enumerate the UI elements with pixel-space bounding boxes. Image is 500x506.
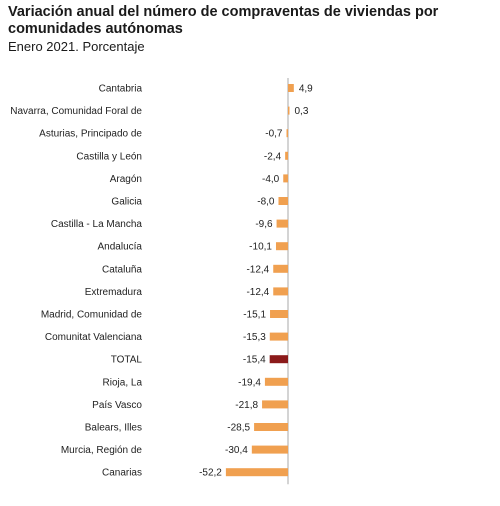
category-label: Navarra, Comunidad Foral de (10, 106, 142, 117)
bar-total (269, 355, 288, 364)
category-label: País Vasco (92, 400, 142, 411)
value-label: -21,8 (235, 400, 258, 411)
value-label: -12,4 (246, 264, 269, 275)
category-label: Madrid, Comunidad de (41, 310, 143, 321)
value-label: -52,2 (199, 468, 222, 479)
bar (278, 197, 288, 205)
category-label: Aragón (110, 174, 142, 185)
category-label: Murcia, Región de (61, 445, 143, 456)
value-label: -4,0 (262, 174, 280, 185)
category-label: Extremadura (85, 287, 143, 298)
value-label: -8,0 (257, 197, 275, 208)
value-label: -19,4 (238, 377, 261, 388)
bar (262, 400, 288, 409)
value-label: 0,3 (295, 106, 309, 117)
bar (251, 445, 288, 454)
value-label: -0,7 (265, 129, 283, 140)
value-label: -9,6 (255, 219, 273, 230)
category-label: Balears, Illes (85, 423, 142, 434)
value-label: -28,5 (227, 423, 250, 434)
category-label: Canarias (102, 468, 142, 479)
bar (269, 332, 288, 341)
bar (276, 219, 288, 228)
category-label: Rioja, La (103, 377, 143, 388)
bar (273, 287, 288, 296)
bar (254, 423, 288, 431)
category-label: Asturias, Principado de (39, 129, 142, 140)
value-label: 4,9 (299, 84, 313, 95)
category-label: Andalucía (98, 242, 143, 253)
bar (288, 106, 290, 115)
bar (288, 84, 294, 92)
category-label: Galicia (111, 197, 142, 208)
chart-title: Variación anual del número de compravent… (8, 4, 439, 37)
value-label: -15,4 (243, 355, 266, 366)
bar (273, 264, 288, 273)
category-label: TOTAL (111, 355, 143, 366)
bar (285, 151, 288, 160)
category-label: Castilla - La Mancha (51, 219, 143, 230)
bar (275, 242, 288, 251)
bar (283, 174, 288, 183)
bar (286, 129, 288, 138)
bar (264, 377, 288, 386)
bar (225, 468, 288, 477)
category-label: Cantabria (99, 84, 143, 95)
category-label: Comunitat Valenciana (45, 332, 143, 343)
category-label: Castilla y León (76, 151, 142, 162)
bar (270, 310, 288, 318)
value-label: -15,1 (243, 310, 266, 321)
chart-subtitle: Enero 2021. Porcentaje (8, 39, 145, 54)
value-label: -12,4 (246, 287, 269, 298)
category-label: Cataluña (102, 264, 142, 275)
value-label: -2,4 (264, 151, 282, 162)
value-label: -15,3 (243, 332, 266, 343)
value-label: -30,4 (225, 445, 248, 456)
value-label: -10,1 (249, 242, 272, 253)
